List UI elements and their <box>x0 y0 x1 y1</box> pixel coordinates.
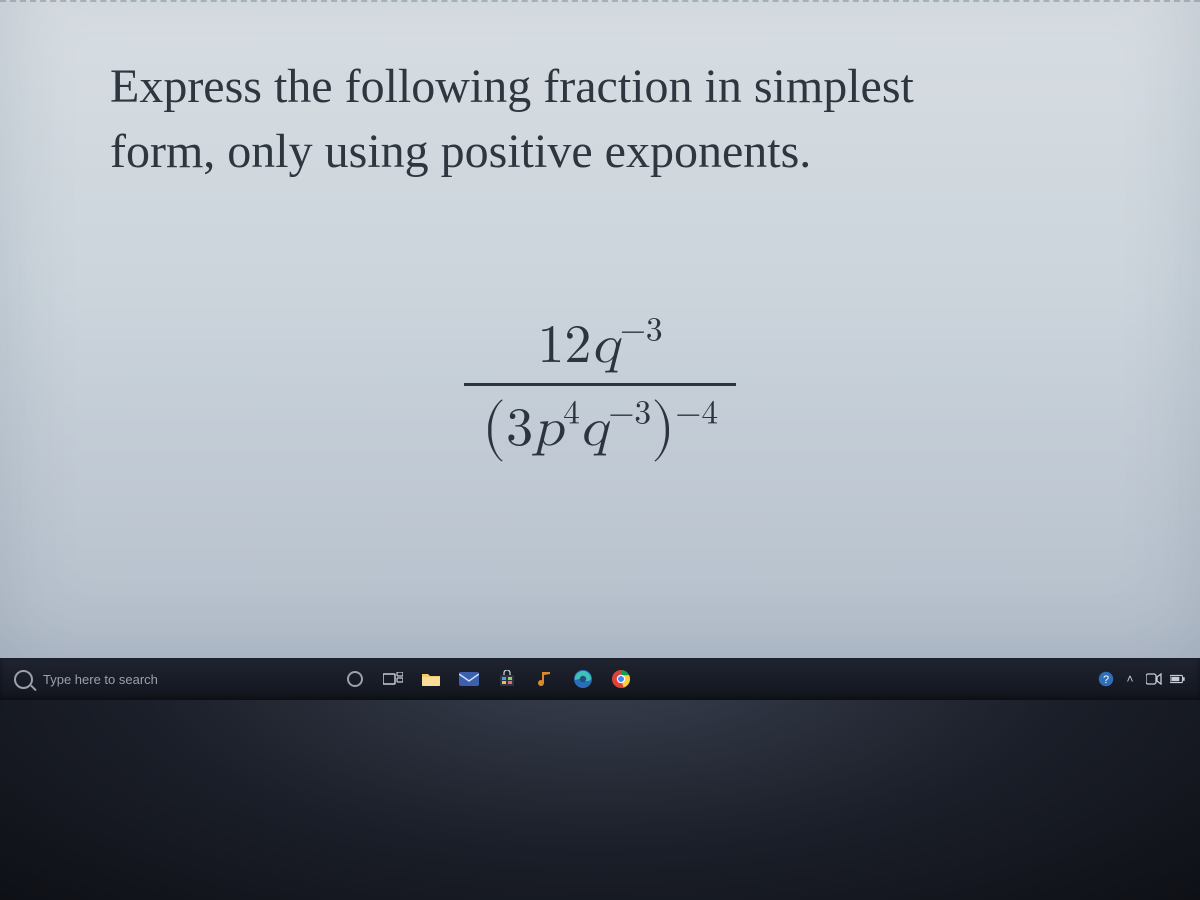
below-monitor-area <box>0 700 1200 900</box>
question-content: Express the following fraction in simple… <box>110 55 1140 185</box>
taskbar-pinned-apps <box>330 658 638 700</box>
prompt-line-2: form, only using positive exponents. <box>110 125 811 178</box>
question-prompt: Express the following fraction in simple… <box>110 55 1140 185</box>
fraction-numerator: 12q−3 <box>464 310 736 386</box>
edge-icon[interactable] <box>566 662 600 696</box>
app-viewport: Express the following fraction in simple… <box>0 0 1200 700</box>
num-var: q <box>591 319 620 373</box>
groove-music-icon[interactable] <box>528 662 562 696</box>
close-paren: ) <box>651 397 675 459</box>
den-var-p: p <box>533 402 563 456</box>
caret-glyph: ˄ <box>1126 672 1133 686</box>
windows-taskbar: Type here to search <box>0 658 1200 700</box>
search-icon <box>14 670 33 689</box>
taskbar-search[interactable]: Type here to search <box>0 658 330 700</box>
den-var-q: q <box>580 402 609 456</box>
svg-text:?: ? <box>1103 674 1109 686</box>
den-exp-q: −3 <box>608 397 651 430</box>
den-exp-p: 4 <box>563 397 580 430</box>
den-outer-exp: −4 <box>675 397 718 430</box>
store-icon[interactable] <box>490 662 524 696</box>
battery-icon[interactable] <box>1170 671 1186 687</box>
file-explorer-icon[interactable] <box>414 662 448 696</box>
open-paren: ( <box>482 397 506 459</box>
tray-caret-icon[interactable]: ˄ <box>1122 671 1138 687</box>
meet-now-icon[interactable] <box>1146 671 1162 687</box>
search-placeholder: Type here to search <box>43 672 158 687</box>
chrome-icon[interactable] <box>604 662 638 696</box>
mail-icon[interactable] <box>452 662 486 696</box>
task-view-button[interactable] <box>376 662 410 696</box>
den-coeff: 3 <box>506 402 533 456</box>
math-expression: 12q−3 (3p4q−3)−4 <box>0 310 1200 468</box>
cortana-button[interactable] <box>338 662 372 696</box>
help-icon[interactable]: ? <box>1098 671 1114 687</box>
num-coeff: 12 <box>537 319 591 373</box>
desktop-capture: Express the following fraction in simple… <box>0 0 1200 900</box>
taskbar-tray: ? ˄ <box>1098 658 1200 700</box>
fraction: 12q−3 (3p4q−3)−4 <box>464 310 736 468</box>
fraction-denominator: (3p4q−3)−4 <box>464 386 736 468</box>
prompt-line-1: Express the following fraction in simple… <box>110 60 914 113</box>
top-dashed-border <box>0 0 1200 10</box>
num-exp: −3 <box>620 314 663 347</box>
